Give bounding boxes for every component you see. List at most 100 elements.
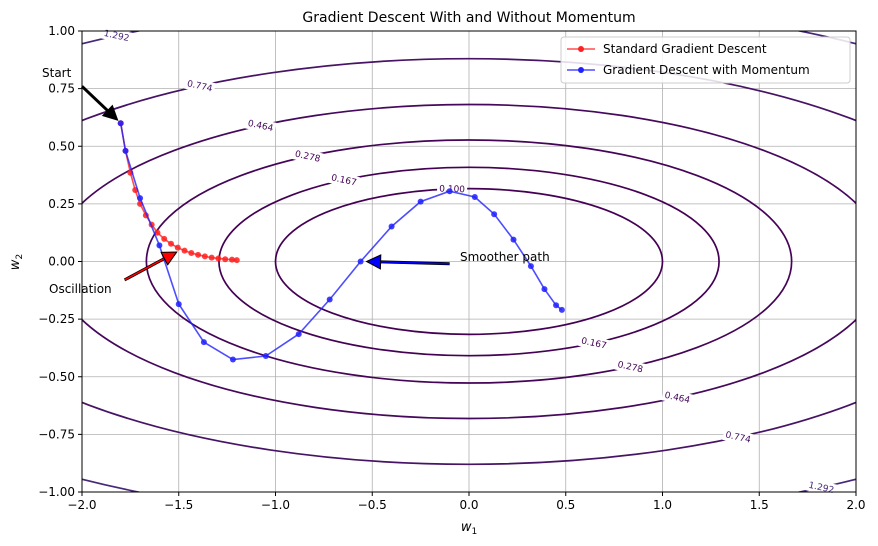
x-tick-label: −0.5 bbox=[358, 498, 387, 512]
data-point bbox=[117, 120, 124, 127]
data-point bbox=[222, 256, 229, 263]
data-point bbox=[215, 255, 222, 262]
annotation-oscillation-label: Oscillation bbox=[49, 282, 112, 296]
data-point bbox=[491, 211, 498, 218]
annotation-arrow-head bbox=[160, 251, 178, 266]
legend-swatch-marker bbox=[578, 67, 584, 73]
data-point bbox=[471, 193, 478, 200]
data-point bbox=[161, 235, 168, 242]
data-point bbox=[228, 256, 235, 263]
annotation-arrow-head bbox=[365, 254, 382, 270]
annotation-arrow-fill bbox=[380, 261, 450, 265]
data-point bbox=[188, 249, 195, 256]
x-tick-label: 1.5 bbox=[750, 498, 769, 512]
series-line bbox=[119, 123, 563, 361]
contour-label: 0.278 bbox=[616, 360, 644, 375]
data-point bbox=[175, 301, 182, 308]
data-point bbox=[553, 302, 560, 309]
legend-entry-label: Gradient Descent with Momentum bbox=[603, 63, 810, 77]
x-tick-label: −1.0 bbox=[261, 498, 290, 512]
y-tick-label: 0.50 bbox=[48, 139, 75, 153]
contour-label-bg bbox=[436, 182, 468, 196]
annotation-arrow-head bbox=[101, 104, 119, 121]
data-point bbox=[388, 223, 395, 230]
y-tick-label: −0.25 bbox=[38, 312, 75, 326]
y-axis: −1.00 −0.75 −0.50 −0.25 0.00 0.25 0.50 0.75 1.00 bbox=[38, 24, 82, 499]
contour-label: 0.167 bbox=[330, 173, 357, 188]
x-tick-label: 2.0 bbox=[846, 498, 865, 512]
legend-swatch-marker bbox=[578, 46, 584, 52]
contour-line bbox=[82, 103, 856, 420]
contour-label: 0.278 bbox=[294, 150, 322, 165]
legend-box bbox=[560, 36, 851, 84]
contour-label-bg bbox=[578, 334, 610, 353]
contour-line bbox=[274, 187, 664, 336]
y-axis-label: w2 bbox=[8, 254, 25, 270]
data-point bbox=[357, 258, 364, 265]
contour-label-bg bbox=[661, 388, 694, 407]
data-point bbox=[201, 253, 208, 260]
data-point bbox=[326, 296, 333, 303]
legend: Standard Gradient Descent Gradient Descen… bbox=[560, 36, 851, 84]
data-point bbox=[510, 236, 517, 243]
y-tick-label: −0.50 bbox=[38, 370, 75, 384]
chart-title: Gradient Descent With and Without Moment… bbox=[302, 10, 635, 26]
data-point bbox=[417, 198, 424, 205]
data-point bbox=[156, 242, 163, 249]
data-point bbox=[295, 331, 302, 338]
contour-label: 0.464 bbox=[664, 391, 692, 406]
y-tick-label: 0.00 bbox=[48, 255, 75, 269]
y-tick-label: 1.00 bbox=[48, 24, 75, 38]
data-point bbox=[137, 195, 144, 202]
data-point bbox=[262, 353, 269, 360]
data-point bbox=[558, 306, 565, 313]
legend-entry-label: Standard Gradient Descent bbox=[603, 42, 767, 56]
data-point bbox=[233, 257, 240, 264]
y-tick-label: −1.00 bbox=[38, 485, 75, 499]
contour-label-bg bbox=[244, 116, 277, 135]
contour-label: 0.774 bbox=[186, 79, 214, 94]
data-point bbox=[527, 263, 534, 270]
contour-label-bg bbox=[722, 428, 755, 447]
contour-lines bbox=[82, 31, 856, 492]
data-point bbox=[122, 147, 129, 154]
data-point bbox=[541, 286, 548, 293]
contour-label-bg bbox=[183, 76, 216, 95]
annotations: Start Oscillation Smoother path bbox=[42, 66, 550, 296]
data-point bbox=[195, 251, 202, 258]
x-tick-label: 1.0 bbox=[653, 498, 672, 512]
data-point bbox=[200, 339, 207, 346]
y-tick-label: 0.25 bbox=[48, 197, 75, 211]
x-axis-label: w1 bbox=[461, 520, 477, 537]
x-tick-label: 0.0 bbox=[459, 498, 478, 512]
annotation-smoother-label: Smoother path bbox=[460, 250, 550, 264]
x-tick-label: 0.5 bbox=[556, 498, 575, 512]
contour-label: 0.774 bbox=[724, 430, 752, 445]
contour-label: 0.464 bbox=[247, 119, 275, 134]
contour-line bbox=[145, 139, 793, 384]
contour-line bbox=[218, 166, 720, 357]
annotation-arrow-fill bbox=[81, 85, 109, 112]
contour-label: 1.292 bbox=[807, 481, 834, 496]
data-point bbox=[154, 229, 161, 236]
series-group bbox=[117, 120, 565, 363]
data-point bbox=[208, 254, 215, 261]
y-tick-label: −0.75 bbox=[38, 427, 75, 441]
data-point bbox=[168, 240, 175, 247]
data-point bbox=[181, 247, 188, 254]
x-axis: −2.0 −1.5 −1.0 −0.5 0.0 0.5 1.0 1.5 2.0 bbox=[67, 492, 866, 512]
contour-label: 0.167 bbox=[580, 336, 607, 351]
x-tick-label: −1.5 bbox=[164, 498, 193, 512]
data-point bbox=[446, 188, 453, 195]
y-tick-label: 0.75 bbox=[48, 82, 75, 96]
contour-label-bg bbox=[291, 147, 324, 166]
contour-label-bg bbox=[328, 170, 360, 189]
data-point bbox=[174, 244, 181, 251]
contour-line bbox=[82, 57, 856, 466]
annotation-start-label: Start bbox=[42, 66, 72, 80]
data-point bbox=[229, 356, 236, 363]
contour-label-bg bbox=[614, 357, 647, 376]
x-tick-label: −2.0 bbox=[67, 498, 96, 512]
annotation-arrow-fill bbox=[124, 257, 165, 281]
